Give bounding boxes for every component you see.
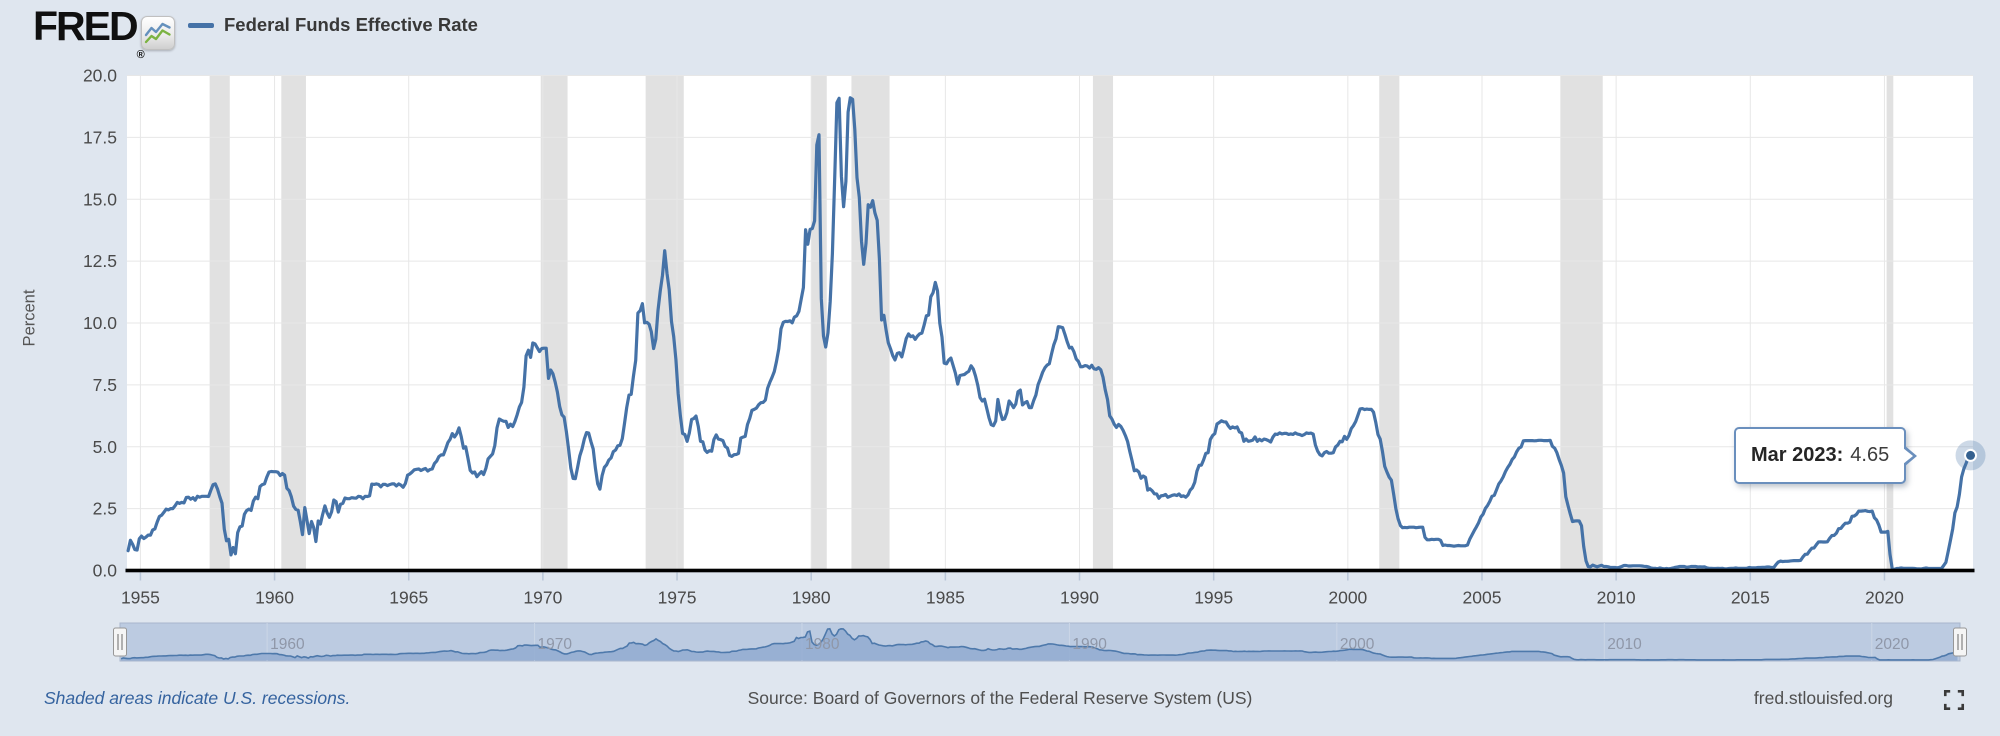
fred-logo[interactable]: FRED® (33, 3, 145, 62)
y-tick-label: 12.5 (83, 251, 117, 271)
recession-note-link[interactable]: Shaded areas indicate U.S. recessions. (44, 688, 351, 708)
navigator-year-label: 2000 (1340, 636, 1375, 653)
navigator-year-label: 1970 (538, 636, 573, 653)
fullscreen-expand-icon (1943, 689, 1965, 711)
registered-mark-icon: ® (136, 49, 145, 61)
x-tick-label: 1980 (792, 588, 831, 608)
navigator-year-label: 1990 (1072, 636, 1107, 653)
x-tick-label: 1985 (926, 588, 965, 608)
x-tick-label: 1955 (121, 588, 160, 608)
navigator-line (120, 627, 1958, 661)
last-point-marker[interactable] (1964, 448, 1978, 462)
y-tick-label: 0.0 (93, 561, 118, 581)
navigator-year-label: 1960 (270, 636, 305, 653)
fred-site-link[interactable]: fred.stlouisfed.org (1753, 688, 1893, 708)
tooltip-value: 4.65 (1850, 444, 1890, 466)
x-tick-label: 2020 (1865, 588, 1904, 608)
x-tick-label: 1995 (1194, 588, 1233, 608)
series-legend-label: Federal Funds Effective Rate (224, 14, 478, 35)
x-tick-label: 1990 (1060, 588, 1099, 608)
navigator-year-label: 2010 (1607, 636, 1642, 653)
y-tick-label: 2.5 (93, 499, 117, 519)
series-color-dash-icon (188, 22, 214, 28)
legend-item[interactable]: Federal Funds Effective Rate (188, 14, 478, 36)
x-tick-label: 1975 (658, 588, 697, 608)
x-axis-line (125, 568, 1975, 573)
y-tick-label: 5.0 (93, 437, 118, 457)
y-tick-label: 15.0 (83, 189, 117, 209)
navigator-year-label: 2020 (1875, 636, 1910, 653)
navigator-area (121, 628, 1958, 661)
tooltip-date-label: Mar 2023: (1751, 444, 1844, 466)
x-tick-label: 2005 (1463, 588, 1502, 608)
source-text: Source: Board of Governors of the Federa… (747, 688, 1253, 708)
y-axis-title: Percent (20, 289, 39, 347)
y-tick-label: 7.5 (93, 375, 117, 395)
navigator-year-label: 1980 (805, 636, 840, 653)
fullscreen-button[interactable] (1942, 688, 1966, 712)
y-tick-label: 10.0 (83, 313, 117, 333)
chart-canvas: 1955 1960 1965 1970 1975 1980 1985 1990 1995 2000… (83, 66, 1986, 662)
y-tick-label: 20.0 (83, 66, 117, 86)
x-tick-label: 1970 (523, 588, 562, 608)
navigator-left-handle[interactable] (113, 627, 127, 657)
y-tick-label: 17.5 (83, 127, 117, 147)
x-tick-label: 1960 (255, 588, 294, 608)
x-tick-label: 2000 (1328, 588, 1367, 608)
fred-sparkline-logo-icon (141, 16, 175, 50)
x-tick-label: 2015 (1731, 588, 1770, 608)
x-tick-label: 1965 (389, 588, 428, 608)
navigator-right-handle[interactable] (1953, 627, 1967, 657)
x-tick-label: 2010 (1597, 588, 1636, 608)
data-tooltip: Mar 2023: 4.65 (1734, 427, 1918, 484)
